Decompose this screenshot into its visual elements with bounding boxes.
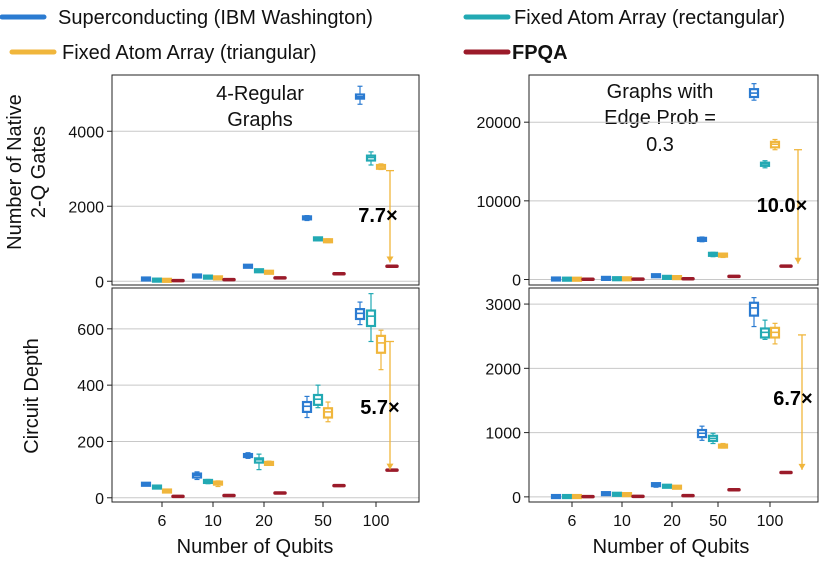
axes-frame — [528, 74, 819, 286]
box-rectangular-100 — [365, 309, 377, 328]
x-tick-label: 6 — [158, 513, 167, 530]
xlabel-left: Number of Qubits — [177, 536, 334, 558]
axes-frame — [111, 287, 420, 503]
x-tick-label: 20 — [663, 513, 681, 530]
ylabel-top-line2: 2-Q Gates — [28, 126, 50, 218]
ylabel-top-line1: Number of Native — [4, 94, 26, 250]
y-tick-label: 3000 — [485, 297, 521, 314]
y-tick-label: 2000 — [68, 199, 104, 216]
y-tick-label: 20000 — [477, 115, 522, 132]
y-tick-label: 400 — [77, 378, 104, 395]
y-tick-label: 200 — [77, 434, 104, 451]
legend-label-triangular: Fixed Atom Array (triangular) — [62, 42, 317, 64]
ratio-label: 10.0× — [757, 195, 808, 217]
y-tick-label: 0 — [512, 272, 521, 289]
legend-label-rectangular: Fixed Atom Array (rectangular) — [514, 7, 785, 29]
ratio-arrow-head — [386, 256, 394, 263]
ratio-label: 7.7× — [358, 205, 397, 227]
panel-title-right-line2: Edge Prob = — [604, 107, 716, 129]
panel-gates-edgeprob: 0 10000 20000 10.0× — [477, 74, 819, 289]
ratio-label: 5.7× — [360, 397, 399, 419]
legend-label-superconducting: Superconducting (IBM Washington) — [58, 7, 373, 29]
legend: Superconducting (IBM Washington) Fixed A… — [0, 7, 785, 64]
ylabel-bottom: Circuit Depth — [21, 338, 43, 454]
ratio-arrow-head — [794, 257, 802, 264]
y-tick-label: 0 — [95, 274, 104, 291]
axes-frame — [111, 74, 420, 286]
x-tick-label: 10 — [613, 513, 631, 530]
box-triangular-100 — [375, 334, 387, 354]
panel-gates-4regular: 0 2000 4000 7.7× — [68, 74, 420, 291]
panel-depth-edgeprob: 0 1000 2000 3000 6 10 20 50 100 6.7× — [485, 287, 819, 530]
ratio-arrow-head — [798, 463, 806, 470]
ratio-arrow-head — [386, 463, 394, 470]
y-tick-label: 0 — [512, 490, 521, 507]
panel-title-right-line1: Graphs with — [607, 81, 714, 103]
y-tick-label: 2000 — [485, 361, 521, 378]
panel-title-left-line1: 4-Regular — [216, 83, 304, 105]
ratio-label: 6.7× — [773, 388, 812, 410]
x-tick-label: 20 — [255, 513, 273, 530]
legend-label-fpqa: FPQA — [512, 42, 568, 64]
x-tick-label: 100 — [757, 513, 784, 530]
axes-frame — [528, 287, 819, 503]
xlabel-right: Number of Qubits — [593, 536, 750, 558]
panel-title-left-line2: Graphs — [227, 109, 293, 131]
x-tick-label: 50 — [709, 513, 727, 530]
x-tick-label: 100 — [363, 513, 390, 530]
panel-depth-4regular: 0 200 400 600 6 10 20 50 100 5.7× — [77, 287, 420, 530]
y-tick-label: 600 — [77, 322, 104, 339]
box-superconducting-100 — [748, 301, 760, 317]
y-tick-label: 4000 — [68, 124, 104, 141]
y-tick-label: 0 — [95, 491, 104, 508]
panel-title-right-line3: 0.3 — [646, 134, 674, 156]
y-tick-label: 10000 — [477, 194, 522, 211]
x-tick-label: 6 — [568, 513, 577, 530]
y-tick-label: 1000 — [485, 426, 521, 443]
x-tick-label: 50 — [314, 513, 332, 530]
x-tick-label: 10 — [204, 513, 222, 530]
box-triangular-50 — [322, 407, 334, 419]
